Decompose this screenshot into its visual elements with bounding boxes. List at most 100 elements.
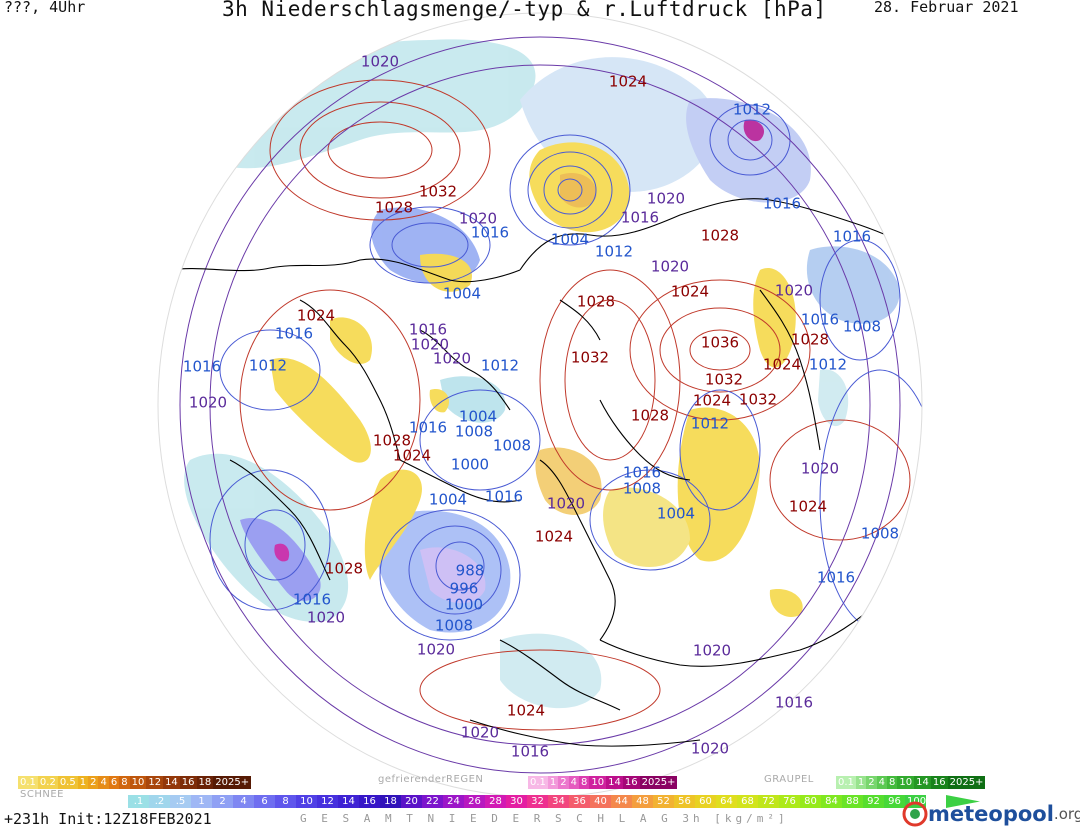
footer-run-info: +231h Init:12Z18FEB2021 bbox=[4, 810, 212, 828]
isobar-label: 1000 bbox=[445, 596, 483, 614]
legend-cell: 92 bbox=[863, 795, 884, 808]
legend-cell: 16 bbox=[622, 776, 640, 789]
legend-cell: 0.1 bbox=[836, 776, 856, 789]
legend-cell: 34 bbox=[548, 795, 569, 808]
isobar-label: 1012 bbox=[809, 356, 847, 374]
isobar-label: 1020 bbox=[647, 190, 685, 208]
isobar-label: 1028 bbox=[325, 560, 363, 578]
isobar-label: 1008 bbox=[435, 617, 473, 635]
isobar-label: 1008 bbox=[455, 423, 493, 441]
legend-cell: 1 bbox=[77, 776, 89, 789]
legend-cell: 22 bbox=[422, 795, 443, 808]
legend-cell: 18 bbox=[196, 776, 214, 789]
logo-text: meteopool bbox=[928, 802, 1054, 826]
legend-cell: 1 bbox=[547, 776, 559, 789]
legend-cell: 64 bbox=[716, 795, 737, 808]
header-region-time: ???, 4Uhr bbox=[4, 0, 86, 16]
isobar-label: 1032 bbox=[705, 371, 743, 389]
isobar-label: 1016 bbox=[485, 488, 523, 506]
legend-cell: 0.5 bbox=[57, 776, 78, 789]
isobar-label: 1028 bbox=[375, 199, 413, 217]
legend-cell: 12 bbox=[146, 776, 164, 789]
isobar-labels: 1020102410121032102810201016102010161016… bbox=[183, 53, 899, 761]
isobar-label: 1028 bbox=[791, 331, 829, 349]
legend-freezing-rain-label: gefrierenderREGEN bbox=[378, 774, 484, 785]
legend-cell: 8 bbox=[275, 795, 296, 808]
isobar-label: 1012 bbox=[249, 357, 287, 375]
isobar-label: 1016 bbox=[511, 743, 549, 761]
legend-cell: 56 bbox=[674, 795, 695, 808]
meteopool-logo[interactable]: meteopool .org bbox=[902, 801, 1080, 827]
isobar-label: 1016 bbox=[409, 321, 447, 339]
isobar-label: 1020 bbox=[417, 641, 455, 659]
legend-cell: 0.2 bbox=[37, 776, 58, 789]
legend-cell: 68 bbox=[737, 795, 758, 808]
isobar-label: 1024 bbox=[763, 356, 801, 374]
legend-cell: 0.1 bbox=[528, 776, 548, 789]
legend-cell: 0.1 bbox=[18, 776, 38, 789]
isobar-label: 1020 bbox=[189, 394, 227, 412]
legend-cell: 10 bbox=[296, 795, 317, 808]
legend-snow-label: SCHNEE bbox=[20, 789, 64, 800]
legend-cell: 16 bbox=[359, 795, 380, 808]
legend-cell: 4 bbox=[233, 795, 254, 808]
legend-cell: 8 bbox=[119, 776, 130, 789]
legend-cell: 24 bbox=[443, 795, 464, 808]
isobar-label: 1016 bbox=[409, 419, 447, 437]
legend-cell: 26 bbox=[464, 795, 485, 808]
isobar-label: 1024 bbox=[297, 307, 335, 325]
legend-cell: 14 bbox=[606, 776, 623, 789]
isobar-label: 1004 bbox=[551, 231, 589, 249]
map-disk bbox=[158, 13, 922, 797]
isobar-lines bbox=[179, 36, 922, 774]
isobar-label: 1020 bbox=[459, 210, 497, 228]
legend-cell: 6 bbox=[108, 776, 120, 789]
legend-cell: 18 bbox=[380, 795, 401, 808]
isobar-label: 1016 bbox=[801, 311, 839, 329]
isobar-label: 1008 bbox=[843, 318, 881, 336]
isobar-label: 1024 bbox=[393, 447, 431, 465]
isobar-label: 1012 bbox=[691, 415, 729, 433]
header-date: 28. Februar 2021 bbox=[874, 0, 1019, 16]
isobar-label: 1020 bbox=[691, 740, 729, 758]
isobar-label: 1020 bbox=[307, 609, 345, 627]
isobar-label: 1020 bbox=[651, 258, 689, 276]
legend-cell: 96 bbox=[884, 795, 905, 808]
isobar-label: 1024 bbox=[789, 498, 827, 516]
isobar-label: 1020 bbox=[411, 336, 449, 354]
legend-cell: 28 bbox=[485, 795, 506, 808]
isobar-label: 1008 bbox=[493, 437, 531, 455]
legend-cell: 84 bbox=[821, 795, 842, 808]
isobar-label: 1004 bbox=[459, 408, 497, 426]
isobar-label: 1008 bbox=[861, 525, 899, 543]
legend-cell: 2 bbox=[558, 776, 569, 789]
isobar-label: 1028 bbox=[577, 293, 615, 311]
legend-cell: 72 bbox=[758, 795, 779, 808]
legend-cell: 60 bbox=[695, 795, 716, 808]
isobar-label: 1016 bbox=[817, 569, 855, 587]
legend-cell: 14 bbox=[338, 795, 359, 808]
isobar-label: 1016 bbox=[775, 694, 813, 712]
legend-snow-scale: 0.1 0.2 0.5 1 2 4 6 8 10 12 14 16 18 2025+ bbox=[18, 776, 252, 789]
isobar-label: 1016 bbox=[183, 358, 221, 376]
legend-arrow-icon bbox=[946, 795, 980, 808]
legend-cell: 14 bbox=[163, 776, 180, 789]
legend-cell: 76 bbox=[779, 795, 800, 808]
isobar-label: 996 bbox=[450, 580, 479, 598]
isobar-label: 1016 bbox=[763, 195, 801, 213]
isobar-label: 1004 bbox=[657, 505, 695, 523]
legend-cell: 4 bbox=[98, 776, 109, 789]
legend-cell: 32 bbox=[527, 795, 548, 808]
isobar-label: 1020 bbox=[801, 460, 839, 478]
isobar-label: 1000 bbox=[451, 456, 489, 474]
legend-cell: 2 bbox=[866, 776, 877, 789]
legend-cell: 80 bbox=[800, 795, 821, 808]
legend-cell: 2 bbox=[212, 795, 233, 808]
isobar-label: 1028 bbox=[373, 432, 411, 450]
isobar-label: 1020 bbox=[693, 642, 731, 660]
isobar-label: 1016 bbox=[621, 209, 659, 227]
legend-cell: 10 bbox=[589, 776, 607, 789]
isobar-label: 1032 bbox=[739, 391, 777, 409]
legend-cell: 4 bbox=[876, 776, 888, 789]
